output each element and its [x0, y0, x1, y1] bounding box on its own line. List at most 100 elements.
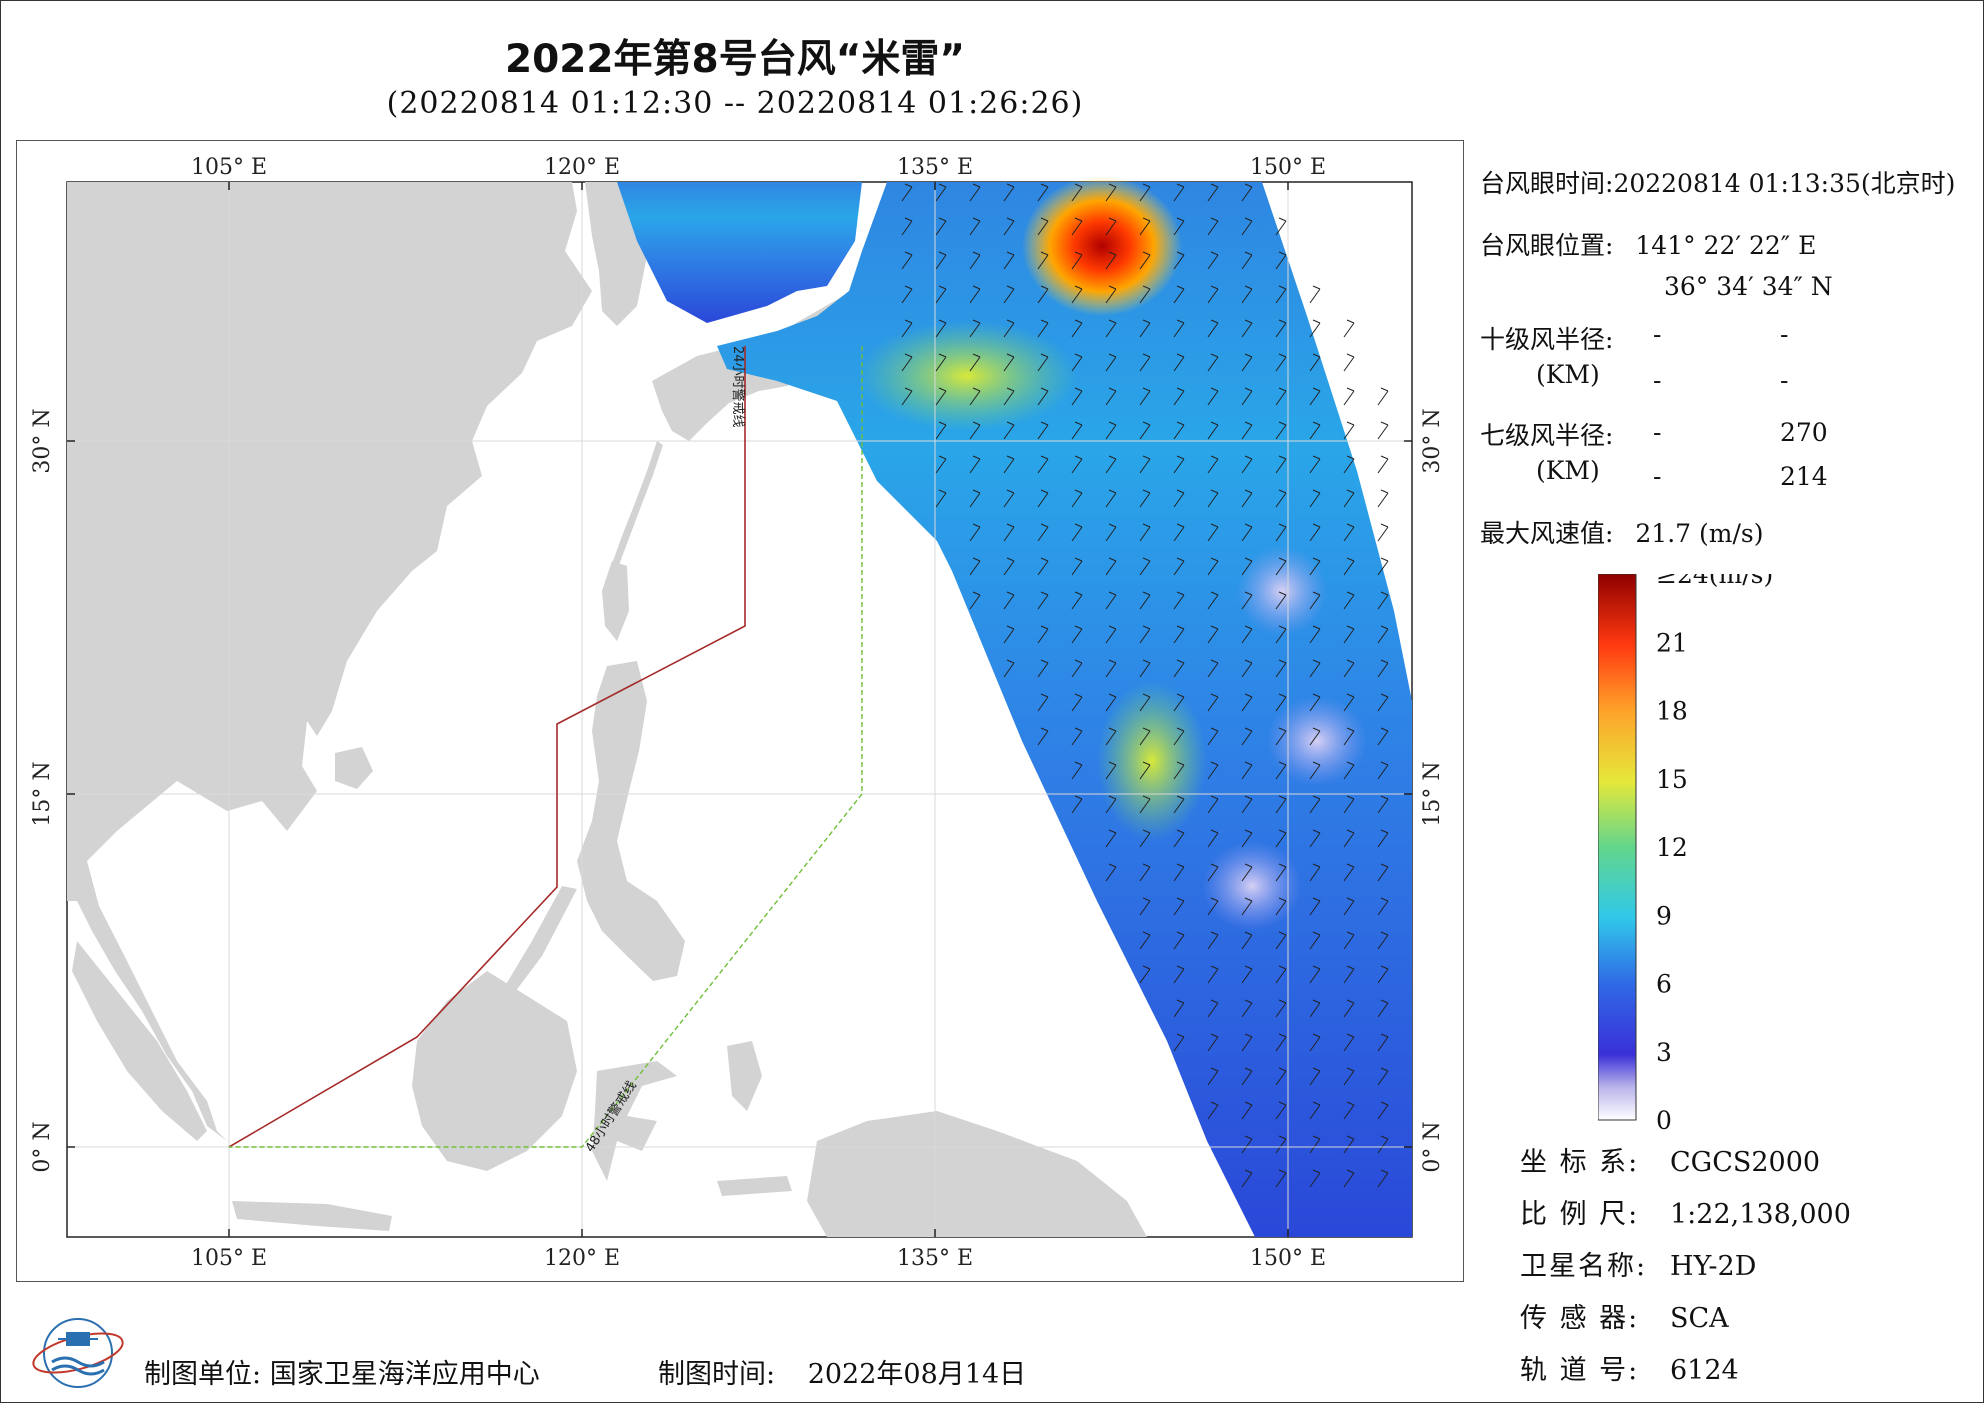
land-taiwan: [602, 561, 629, 641]
lat-label-left: 0° N: [30, 1121, 55, 1172]
lon-label-bottom: 105° E: [191, 1246, 267, 1271]
footer-unit: 制图单位: 国家卫星海洋应用中心: [144, 1352, 540, 1391]
lat-label-right: 30° N: [1420, 408, 1445, 473]
footer-unit-value: 国家卫星海洋应用中心: [269, 1359, 540, 1390]
map-panel: 24小时警戒线 48小时警戒线 105° E 120° E 135° E 150…: [16, 140, 1464, 1282]
max-wind-label: 最大风速值:: [1480, 519, 1614, 548]
r7-value: 214: [1780, 462, 1828, 491]
wind-speed-colorbar: ≥24(m/s) 21 18 15 12 9 6 3 0: [1597, 560, 1858, 1138]
lon-label-top: 150° E: [1250, 155, 1326, 180]
coord-value: CGCS2000: [1670, 1147, 1821, 1178]
eye-time-row: 台风眼时间:20220814 01:13:35(北京时): [1480, 164, 1955, 200]
wind-max-area: [1022, 176, 1182, 316]
r10-value: -: [1653, 366, 1662, 395]
colorbar-tick-label: ≥24(m/s): [1656, 574, 1773, 589]
sat-label: 卫星名称:: [1520, 1251, 1648, 1282]
eye-pos-label: 台风眼位置:: [1480, 231, 1614, 260]
lon-label-bottom: 135° E: [897, 1246, 973, 1271]
r7-unit: (KM): [1536, 456, 1600, 485]
scale-label: 比 例 尺:: [1520, 1199, 1640, 1230]
footer-time-label: 制图时间:: [658, 1359, 776, 1390]
sensor-value: SCA: [1670, 1303, 1729, 1334]
eye-time-value: 20220814 01:13:35(北京时): [1613, 169, 1956, 198]
scale-value: 1:22,138,000: [1670, 1199, 1851, 1230]
warning-line-24h-label: 24小时警戒线: [730, 346, 746, 428]
colorbar-tick-label: 6: [1656, 970, 1672, 999]
land-borneo: [412, 971, 577, 1171]
sat-row: 卫星名称: HY-2D: [1520, 1244, 1756, 1283]
warning-line-48h: [229, 346, 863, 1148]
footer-unit-label: 制图单位:: [144, 1359, 262, 1390]
eye-time-label: 台风眼时间:: [1480, 169, 1614, 198]
land-layer: [67, 182, 1147, 1237]
r7-value: -: [1653, 418, 1662, 447]
eye-lon-value: 141° 22′ 22″ E: [1635, 231, 1817, 260]
wind-moderate-area-2: [1097, 681, 1207, 841]
axis-ticks: [67, 182, 1412, 1237]
colorbar-ramp: [1597, 573, 1637, 1121]
scale-row: 比 例 尺: 1:22,138,000: [1520, 1192, 1851, 1231]
wind-swath: [617, 176, 1412, 1237]
wind-calm-area-3: [1267, 696, 1367, 786]
land-ryukyu: [613, 441, 663, 565]
colorbar-tick-label: 12: [1656, 833, 1688, 862]
wind-moderate-area: [857, 321, 1077, 431]
lat-label-right: 0° N: [1420, 1121, 1445, 1172]
lat-label-left: 15° N: [30, 761, 55, 826]
land-palawan: [502, 886, 577, 996]
wind-calm-area-2: [1202, 841, 1302, 931]
r10-unit: (KM): [1536, 360, 1600, 389]
eye-lat-value: 36° 34′ 34″ N: [1664, 272, 1833, 301]
axis-labels: 105° E 120° E 135° E 150° E 105° E 120° …: [30, 155, 1445, 1271]
orbit-value: 6124: [1670, 1355, 1739, 1386]
swath-north: [617, 182, 862, 323]
colorbar-tick-label: 18: [1656, 697, 1688, 726]
footer-time-value: 2022年08月14日: [807, 1359, 1027, 1390]
land-sulawesi: [592, 1061, 677, 1181]
footer-time: 制图时间: 2022年08月14日: [658, 1352, 1026, 1391]
colorbar-tick-label: 21: [1656, 628, 1688, 657]
map-title: 2022年第8号台风“米雷”: [505, 37, 965, 82]
nsoas-logo: [32, 1318, 124, 1388]
r10-label: 十级风半径:: [1480, 325, 1614, 354]
max-wind-value: 21.7 (m/s): [1635, 519, 1764, 548]
colorbar-labels: ≥24(m/s) 21 18 15 12 9 6 3 0: [1656, 560, 1773, 1135]
colorbar-tick-label: 0: [1656, 1106, 1672, 1134]
warning-line-24h: [228, 346, 746, 1148]
coord-label: 坐 标 系:: [1520, 1147, 1640, 1178]
sat-value: HY-2D: [1670, 1251, 1757, 1282]
wind-map: 24小时警戒线 48小时警戒线 105° E 120° E 135° E 150…: [30, 155, 1445, 1271]
land-newguinea: [807, 1111, 1147, 1237]
r10-value: -: [1780, 366, 1789, 395]
land-mainland: [67, 182, 592, 1141]
r10-value: -: [1653, 320, 1662, 349]
orbit-label: 轨 道 号:: [1520, 1355, 1640, 1386]
max-wind-row: 最大风速值: 21.7 (m/s): [1480, 514, 1763, 550]
colorbar-tick-label: 9: [1656, 901, 1672, 930]
land-halmahera: [727, 1041, 762, 1111]
land-philippines: [577, 661, 685, 981]
lon-label-bottom: 120° E: [544, 1246, 620, 1271]
sensor-row: 传 感 器: SCA: [1520, 1296, 1729, 1335]
lat-label-left: 30° N: [30, 408, 55, 473]
wind-barbs: [901, 183, 1389, 1188]
sensor-label: 传 感 器:: [1520, 1303, 1640, 1334]
lon-label-top: 135° E: [897, 155, 973, 180]
lon-label-top: 120° E: [544, 155, 620, 180]
colorbar-tick-label: 15: [1656, 765, 1688, 794]
land-java: [232, 1201, 392, 1231]
lon-label-top: 105° E: [191, 155, 267, 180]
map-subtitle: (20220814 01:12:30 -- 20220814 01:26:26): [386, 86, 1084, 121]
orbit-row: 轨 道 号: 6124: [1520, 1348, 1739, 1387]
swath-main: [717, 182, 1412, 1237]
colorbar-tick-label: 3: [1656, 1038, 1672, 1067]
colorbar-svg: ≥24(m/s) 21 18 15 12 9 6 3 0: [1597, 560, 1773, 1135]
lat-label-right: 15° N: [1420, 761, 1445, 826]
land-japan: [652, 182, 922, 441]
land-hainan: [335, 747, 373, 789]
r10-value: -: [1780, 320, 1789, 349]
eye-lon-row: 台风眼位置: 141° 22′ 22″ E: [1480, 226, 1816, 262]
r7-label: 七级风半径:: [1480, 421, 1614, 450]
lon-label-bottom: 150° E: [1250, 1246, 1326, 1271]
r7-value: 270: [1780, 418, 1828, 447]
